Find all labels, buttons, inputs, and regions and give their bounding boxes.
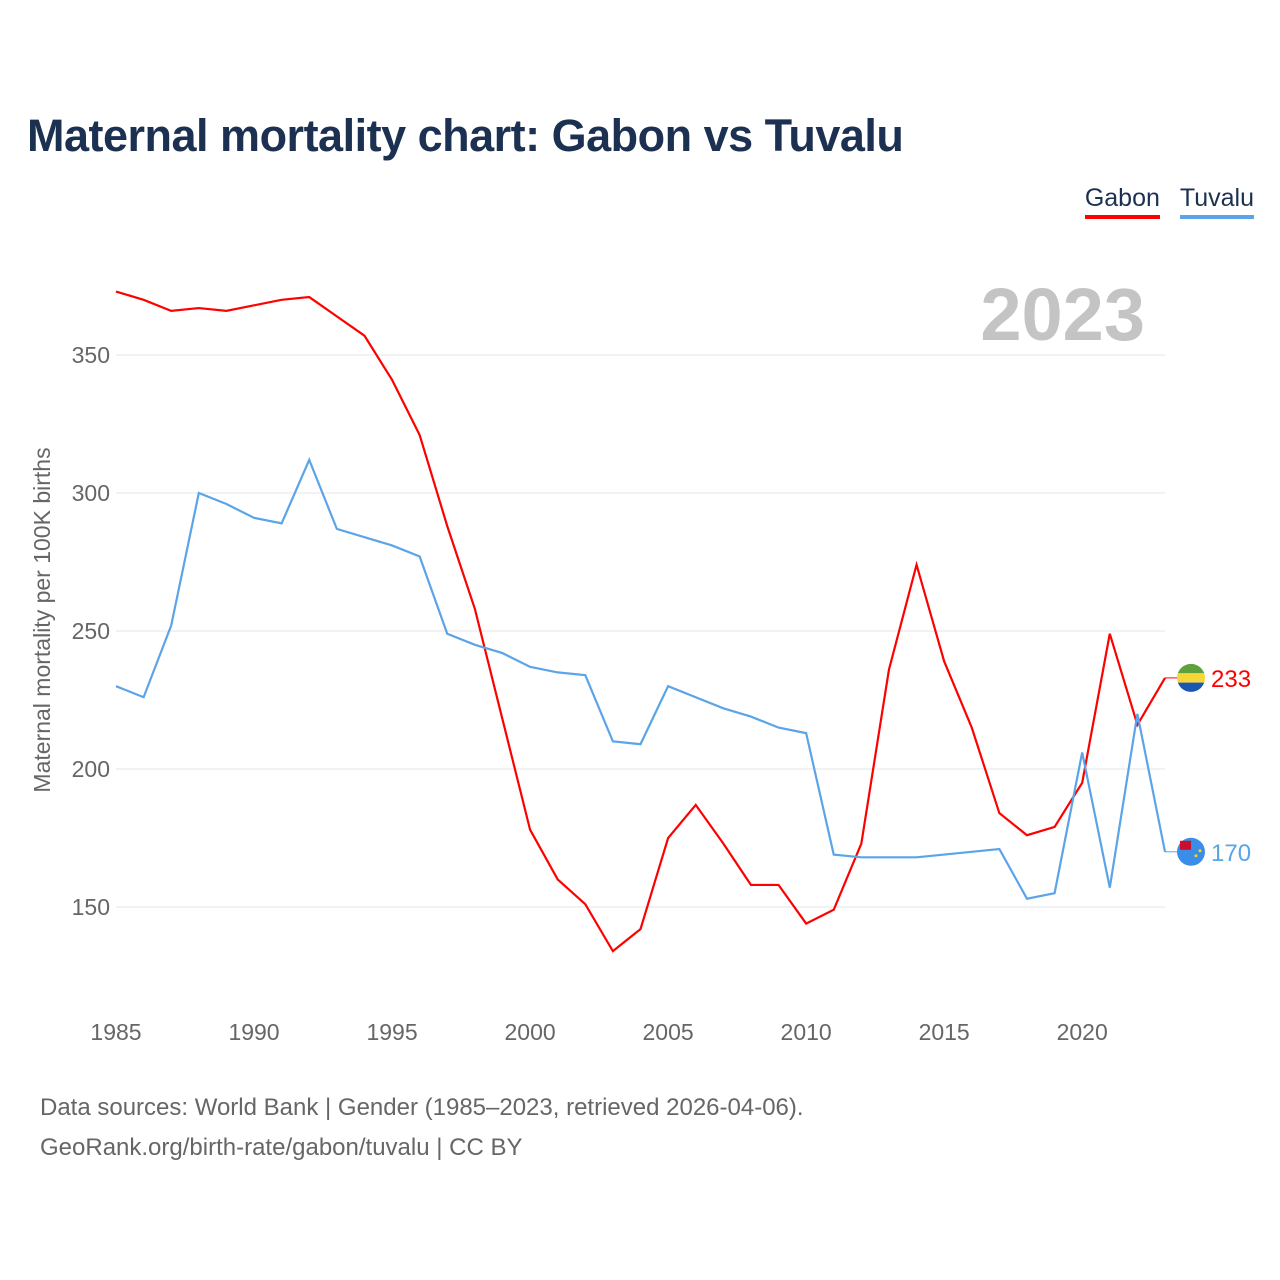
y-tick-label: 150 <box>72 894 110 920</box>
y-tick-label: 250 <box>72 618 110 644</box>
chart-title: Maternal mortality chart: Gabon vs Tuval… <box>27 110 904 161</box>
series-line-tuvalu[interactable] <box>115 457 1167 900</box>
gabon-flag-icon <box>1177 663 1205 692</box>
data-source: Data sources: World Bank | Gender (1985–… <box>40 1094 804 1121</box>
footer: Data sources: World Bank | Gender (1985–… <box>40 1088 804 1168</box>
series-line-gabon[interactable] <box>115 290 1166 953</box>
x-tick-label: 1990 <box>228 1019 279 1045</box>
x-tick-label: 2005 <box>643 1019 694 1045</box>
y-tick-label: 200 <box>72 756 110 782</box>
y-tick-label: 350 <box>72 342 110 368</box>
legend-tuvalu[interactable]: Tuvalu <box>1179 184 1254 219</box>
y-tick-label: 300 <box>72 480 110 506</box>
y-axis-label: Maternal mortality per 100K births <box>29 447 55 792</box>
x-tick-label: 1995 <box>366 1019 417 1045</box>
legend: Gabon Tuvalu <box>1084 184 1254 219</box>
source-link[interactable]: GeoRank.org/birth-rate/gabon/tuvalu | CC… <box>40 1134 523 1161</box>
legend-gabon[interactable]: Gabon <box>1084 184 1160 219</box>
end-value-label: 170 <box>1211 840 1251 867</box>
x-tick-label: 2010 <box>781 1019 832 1045</box>
x-tick-label: 2020 <box>1057 1019 1108 1045</box>
x-tick-label: 2015 <box>919 1019 970 1045</box>
x-tick-label: 2000 <box>504 1019 555 1045</box>
year-watermark: 2023 <box>980 273 1145 356</box>
end-value-label: 233 <box>1211 666 1251 693</box>
tuvalu-flag-icon <box>1177 837 1205 866</box>
x-tick-label: 1985 <box>90 1019 141 1045</box>
